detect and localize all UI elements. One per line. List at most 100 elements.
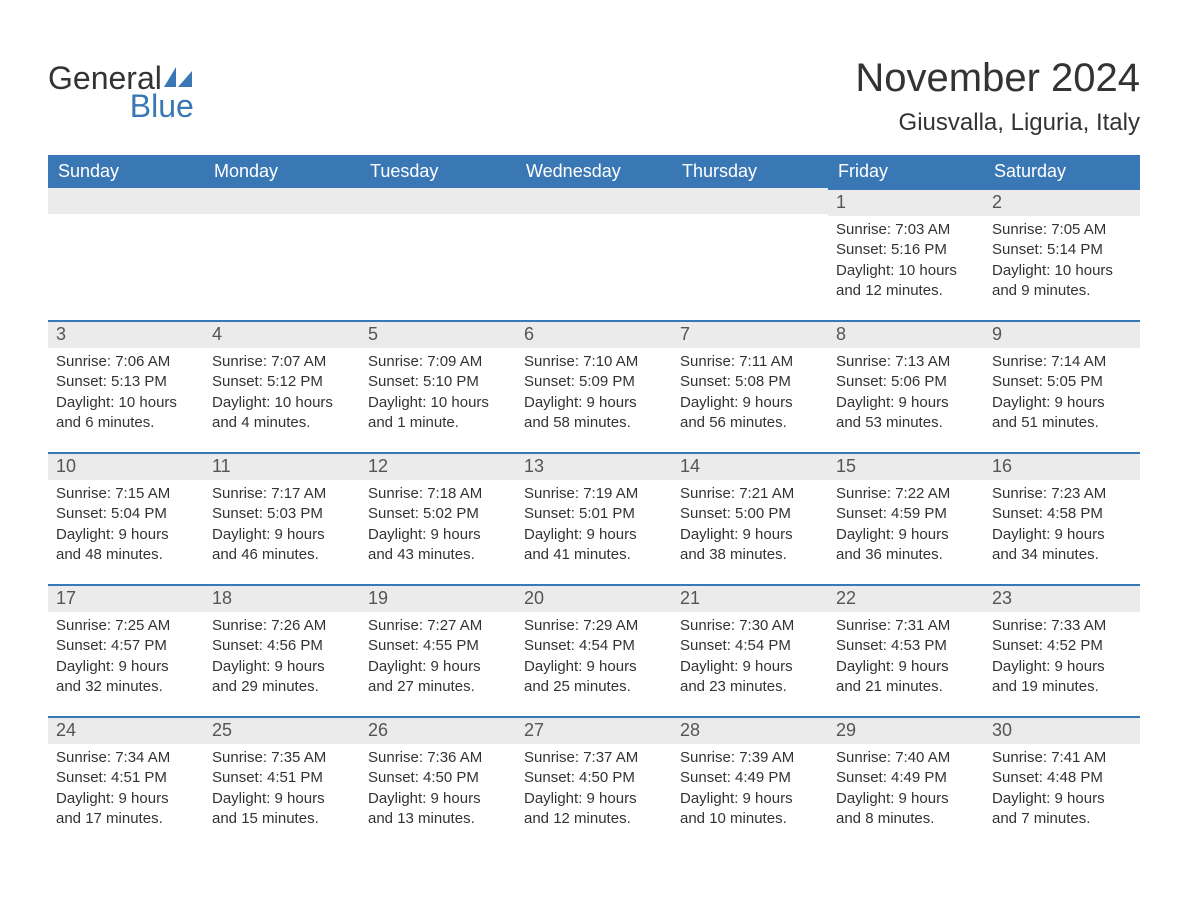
daylight-line: Daylight: 9 hours and 25 minutes. [524,657,664,698]
calendar-day-cell: 27Sunrise: 7:37 AMSunset: 4:50 PMDayligh… [516,716,672,848]
daynum-bar-empty [516,188,672,214]
daylight-label: Daylight: [680,658,738,675]
sunset-line: Sunset: 5:16 PM [836,240,976,260]
sunset-value: 5:08 PM [735,373,791,390]
daylight-label: Daylight: [524,526,582,543]
daylight-line: Daylight: 9 hours and 12 minutes. [524,789,664,830]
calendar-body: 1Sunrise: 7:03 AMSunset: 5:16 PMDaylight… [48,188,1140,848]
sunset-value: 4:52 PM [1047,637,1103,654]
sunset-value: 5:14 PM [1047,241,1103,258]
sunrise-label: Sunrise: [56,353,111,370]
sunrise-value: 7:07 AM [271,353,326,370]
daynum-bar: 7 [672,320,828,348]
sunrise-line: Sunrise: 7:25 AM [56,616,196,636]
sunset-label: Sunset: [212,373,263,390]
day-body: Sunrise: 7:27 AMSunset: 4:55 PMDaylight:… [360,612,516,701]
sunrise-label: Sunrise: [368,485,423,502]
sunset-line: Sunset: 5:09 PM [524,372,664,392]
daylight-label: Daylight: [368,658,426,675]
weekday-header: Wednesday [516,155,672,188]
sunset-label: Sunset: [992,637,1043,654]
sunset-label: Sunset: [368,505,419,522]
sunrise-line: Sunrise: 7:21 AM [680,484,820,504]
sunrise-line: Sunrise: 7:26 AM [212,616,352,636]
sunset-value: 5:01 PM [579,505,635,522]
sunrise-line: Sunrise: 7:31 AM [836,616,976,636]
sunrise-line: Sunrise: 7:36 AM [368,748,508,768]
sunrise-label: Sunrise: [56,617,111,634]
sunrise-line: Sunrise: 7:19 AM [524,484,664,504]
daylight-label: Daylight: [524,394,582,411]
daynum-bar: 20 [516,584,672,612]
daynum-bar: 3 [48,320,204,348]
daynum-bar-empty [204,188,360,214]
calendar-day-cell: 9Sunrise: 7:14 AMSunset: 5:05 PMDaylight… [984,320,1140,452]
weekday-header: Friday [828,155,984,188]
sunset-label: Sunset: [524,637,575,654]
calendar-day-cell: 22Sunrise: 7:31 AMSunset: 4:53 PMDayligh… [828,584,984,716]
daylight-line: Daylight: 9 hours and 10 minutes. [680,789,820,830]
sunset-label: Sunset: [524,769,575,786]
sunset-line: Sunset: 5:08 PM [680,372,820,392]
sunset-line: Sunset: 5:06 PM [836,372,976,392]
day-body: Sunrise: 7:39 AMSunset: 4:49 PMDaylight:… [672,744,828,833]
sunset-line: Sunset: 5:12 PM [212,372,352,392]
sunset-value: 5:06 PM [891,373,947,390]
sunrise-value: 7:27 AM [427,617,482,634]
sunset-label: Sunset: [212,769,263,786]
day-body: Sunrise: 7:22 AMSunset: 4:59 PMDaylight:… [828,480,984,569]
daylight-line: Daylight: 9 hours and 23 minutes. [680,657,820,698]
sunrise-value: 7:15 AM [115,485,170,502]
daylight-line: Daylight: 9 hours and 17 minutes. [56,789,196,830]
sunrise-value: 7:17 AM [271,485,326,502]
sunrise-label: Sunrise: [992,749,1047,766]
sunset-value: 4:59 PM [891,505,947,522]
daynum-bar: 6 [516,320,672,348]
sunset-line: Sunset: 5:03 PM [212,504,352,524]
day-body: Sunrise: 7:19 AMSunset: 5:01 PMDaylight:… [516,480,672,569]
sunrise-value: 7:11 AM [739,353,793,370]
sunset-line: Sunset: 5:10 PM [368,372,508,392]
daylight-label: Daylight: [368,394,426,411]
sunrise-line: Sunrise: 7:41 AM [992,748,1132,768]
daylight-label: Daylight: [368,790,426,807]
daylight-label: Daylight: [212,394,270,411]
calendar-day-cell: 7Sunrise: 7:11 AMSunset: 5:08 PMDaylight… [672,320,828,452]
daylight-label: Daylight: [836,262,894,279]
logo: General Blue [48,56,194,122]
sunset-line: Sunset: 4:55 PM [368,636,508,656]
daylight-line: Daylight: 9 hours and 32 minutes. [56,657,196,698]
daynum-bar: 2 [984,188,1140,216]
sunset-value: 5:09 PM [579,373,635,390]
calendar-day-cell: 24Sunrise: 7:34 AMSunset: 4:51 PMDayligh… [48,716,204,848]
calendar-day-cell: 2Sunrise: 7:05 AMSunset: 5:14 PMDaylight… [984,188,1140,320]
sunset-line: Sunset: 5:14 PM [992,240,1132,260]
sunrise-line: Sunrise: 7:39 AM [680,748,820,768]
sunset-line: Sunset: 4:59 PM [836,504,976,524]
calendar-week-row: 24Sunrise: 7:34 AMSunset: 4:51 PMDayligh… [48,716,1140,848]
daynum-bar: 25 [204,716,360,744]
daynum-bar: 11 [204,452,360,480]
sunrise-value: 7:10 AM [583,353,638,370]
daylight-line: Daylight: 9 hours and 41 minutes. [524,525,664,566]
sunrise-line: Sunrise: 7:37 AM [524,748,664,768]
daynum-bar: 10 [48,452,204,480]
calendar-empty-cell [360,188,516,320]
calendar-day-cell: 1Sunrise: 7:03 AMSunset: 5:16 PMDaylight… [828,188,984,320]
sunset-line: Sunset: 4:54 PM [680,636,820,656]
sunset-line: Sunset: 4:49 PM [680,768,820,788]
daylight-line: Daylight: 9 hours and 19 minutes. [992,657,1132,698]
sunrise-line: Sunrise: 7:22 AM [836,484,976,504]
calendar-day-cell: 29Sunrise: 7:40 AMSunset: 4:49 PMDayligh… [828,716,984,848]
daylight-label: Daylight: [368,526,426,543]
sunrise-label: Sunrise: [212,617,267,634]
day-body: Sunrise: 7:06 AMSunset: 5:13 PMDaylight:… [48,348,204,437]
sunset-label: Sunset: [836,637,887,654]
sunset-label: Sunset: [368,769,419,786]
daylight-line: Daylight: 9 hours and 56 minutes. [680,393,820,434]
sunset-value: 4:48 PM [1047,769,1103,786]
sunset-line: Sunset: 5:01 PM [524,504,664,524]
daylight-line: Daylight: 9 hours and 38 minutes. [680,525,820,566]
daylight-line: Daylight: 9 hours and 21 minutes. [836,657,976,698]
daylight-line: Daylight: 9 hours and 48 minutes. [56,525,196,566]
